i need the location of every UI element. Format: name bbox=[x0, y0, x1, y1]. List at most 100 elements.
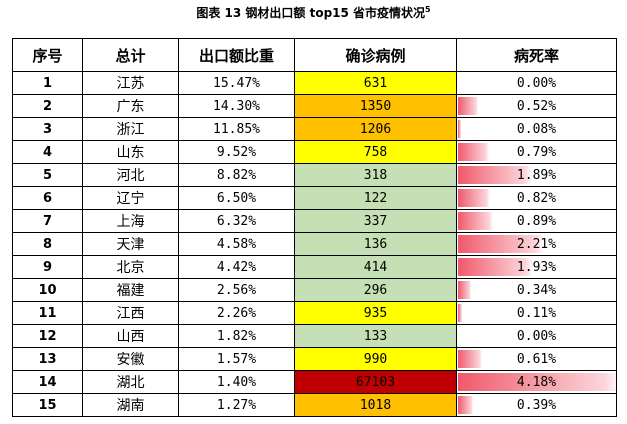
fatality-rate-bar bbox=[458, 120, 461, 138]
province-name: 安徽 bbox=[82, 347, 179, 371]
row-index: 13 bbox=[12, 347, 83, 371]
table-row: 13 安徽 1.57% 990 0.61% bbox=[12, 347, 617, 371]
export-share: 1.40% bbox=[178, 370, 295, 394]
export-share: 9.52% bbox=[178, 140, 295, 164]
province-name: 福建 bbox=[82, 278, 179, 302]
table-row: 14 湖北 1.40% 67103 4.18% bbox=[12, 370, 617, 394]
caption-footnote: 5 bbox=[425, 5, 431, 14]
table-row: 6 辽宁 6.50% 122 0.82% bbox=[12, 186, 617, 210]
table-row: 5 河北 8.82% 318 1.89% bbox=[12, 163, 617, 187]
caption-text: 图表 13 钢材出口额 top15 省市疫情状况 bbox=[196, 6, 426, 20]
row-index: 6 bbox=[12, 186, 83, 210]
confirmed-cases: 67103 bbox=[294, 370, 457, 394]
export-share: 4.42% bbox=[178, 255, 295, 279]
fatality-rate-cell: 0.82% bbox=[456, 186, 617, 210]
province-name: 山西 bbox=[82, 324, 179, 348]
fatality-rate-cell: 2.21% bbox=[456, 232, 617, 256]
confirmed-cases: 414 bbox=[294, 255, 457, 279]
province-name: 天津 bbox=[82, 232, 179, 256]
fatality-rate: 0.11% bbox=[516, 305, 557, 321]
confirmed-cases: 318 bbox=[294, 163, 457, 187]
confirmed-cases: 296 bbox=[294, 278, 457, 302]
confirmed-cases: 631 bbox=[294, 71, 457, 95]
fatality-rate-cell: 0.52% bbox=[456, 94, 617, 118]
row-index: 3 bbox=[12, 117, 83, 141]
fatality-rate: 0.08% bbox=[516, 121, 557, 137]
fatality-rate-cell: 4.18% bbox=[456, 370, 617, 394]
fatality-rate: 4.18% bbox=[516, 374, 557, 390]
province-name: 湖南 bbox=[82, 393, 179, 417]
fatality-rate-cell: 0.61% bbox=[456, 347, 617, 371]
table-row: 10 福建 2.56% 296 0.34% bbox=[12, 278, 617, 302]
fatality-rate-cell: 0.08% bbox=[456, 117, 617, 141]
export-share: 1.27% bbox=[178, 393, 295, 417]
row-index: 12 bbox=[12, 324, 83, 348]
confirmed-cases: 758 bbox=[294, 140, 457, 164]
confirmed-cases: 990 bbox=[294, 347, 457, 371]
fatality-rate: 0.34% bbox=[516, 282, 557, 298]
row-index: 10 bbox=[12, 278, 83, 302]
province-name: 河北 bbox=[82, 163, 179, 187]
export-share: 1.57% bbox=[178, 347, 295, 371]
row-index: 2 bbox=[12, 94, 83, 118]
province-name: 上海 bbox=[82, 209, 179, 233]
fatality-rate: 0.39% bbox=[516, 397, 557, 413]
row-index: 11 bbox=[12, 301, 83, 325]
row-index: 8 bbox=[12, 232, 83, 256]
confirmed-cases: 935 bbox=[294, 301, 457, 325]
row-index: 7 bbox=[12, 209, 83, 233]
province-name: 广东 bbox=[82, 94, 179, 118]
province-name: 江苏 bbox=[82, 71, 179, 95]
table-row: 11 江西 2.26% 935 0.11% bbox=[12, 301, 617, 325]
confirmed-cases: 133 bbox=[294, 324, 457, 348]
fatality-rate-bar bbox=[458, 258, 533, 276]
confirmed-cases: 136 bbox=[294, 232, 457, 256]
province-name: 江西 bbox=[82, 301, 179, 325]
row-index: 15 bbox=[12, 393, 83, 417]
fatality-rate-cell: 1.93% bbox=[456, 255, 617, 279]
export-share: 1.82% bbox=[178, 324, 295, 348]
row-index: 4 bbox=[12, 140, 83, 164]
header-export-share: 出口额比重 bbox=[178, 38, 295, 72]
fatality-rate-cell: 0.89% bbox=[456, 209, 617, 233]
table-row: 12 山西 1.82% 133 0.00% bbox=[12, 324, 617, 348]
export-share: 6.50% bbox=[178, 186, 295, 210]
province-table: 序号 总计 出口额比重 确诊病例 病死率 1 江苏 15.47% 631 0.00% 2 广… bbox=[12, 38, 617, 417]
confirmed-cases: 1206 bbox=[294, 117, 457, 141]
table-row: 1 江苏 15.47% 631 0.00% bbox=[12, 71, 617, 95]
row-index: 14 bbox=[12, 370, 83, 394]
export-share: 4.58% bbox=[178, 232, 295, 256]
table-row: 7 上海 6.32% 337 0.89% bbox=[12, 209, 617, 233]
row-index: 1 bbox=[12, 71, 83, 95]
table-row: 4 山东 9.52% 758 0.79% bbox=[12, 140, 617, 164]
confirmed-cases: 337 bbox=[294, 209, 457, 233]
table-row: 2 广东 14.30% 1350 0.52% bbox=[12, 94, 617, 118]
fatality-rate: 1.93% bbox=[516, 259, 557, 275]
fatality-rate-bar bbox=[458, 396, 473, 414]
header-total: 总计 bbox=[82, 38, 179, 72]
province-name: 山东 bbox=[82, 140, 179, 164]
fatality-rate: 0.61% bbox=[516, 351, 557, 367]
header-confirmed-cases: 确诊病例 bbox=[294, 38, 457, 72]
header-index: 序号 bbox=[12, 38, 83, 72]
fatality-rate-bar bbox=[458, 189, 490, 207]
table-row: 15 湖南 1.27% 1018 0.39% bbox=[12, 393, 617, 417]
province-name: 北京 bbox=[82, 255, 179, 279]
export-share: 15.47% bbox=[178, 71, 295, 95]
fatality-rate-bar bbox=[458, 350, 482, 368]
fatality-rate-cell: 0.34% bbox=[456, 278, 617, 302]
fatality-rate-cell: 0.00% bbox=[456, 71, 617, 95]
export-share: 11.85% bbox=[178, 117, 295, 141]
fatality-rate-cell: 0.11% bbox=[456, 301, 617, 325]
row-index: 5 bbox=[12, 163, 83, 187]
province-name: 浙江 bbox=[82, 117, 179, 141]
fatality-rate-bar bbox=[458, 373, 616, 391]
confirmed-cases: 122 bbox=[294, 186, 457, 210]
fatality-rate-bar bbox=[458, 143, 489, 161]
confirmed-cases: 1350 bbox=[294, 94, 457, 118]
province-name: 辽宁 bbox=[82, 186, 179, 210]
table-row: 8 天津 4.58% 136 2.21% bbox=[12, 232, 617, 256]
header-row: 序号 总计 出口额比重 确诊病例 病死率 bbox=[12, 38, 617, 72]
fatality-rate-bar bbox=[458, 281, 471, 299]
fatality-rate: 0.79% bbox=[516, 144, 557, 160]
